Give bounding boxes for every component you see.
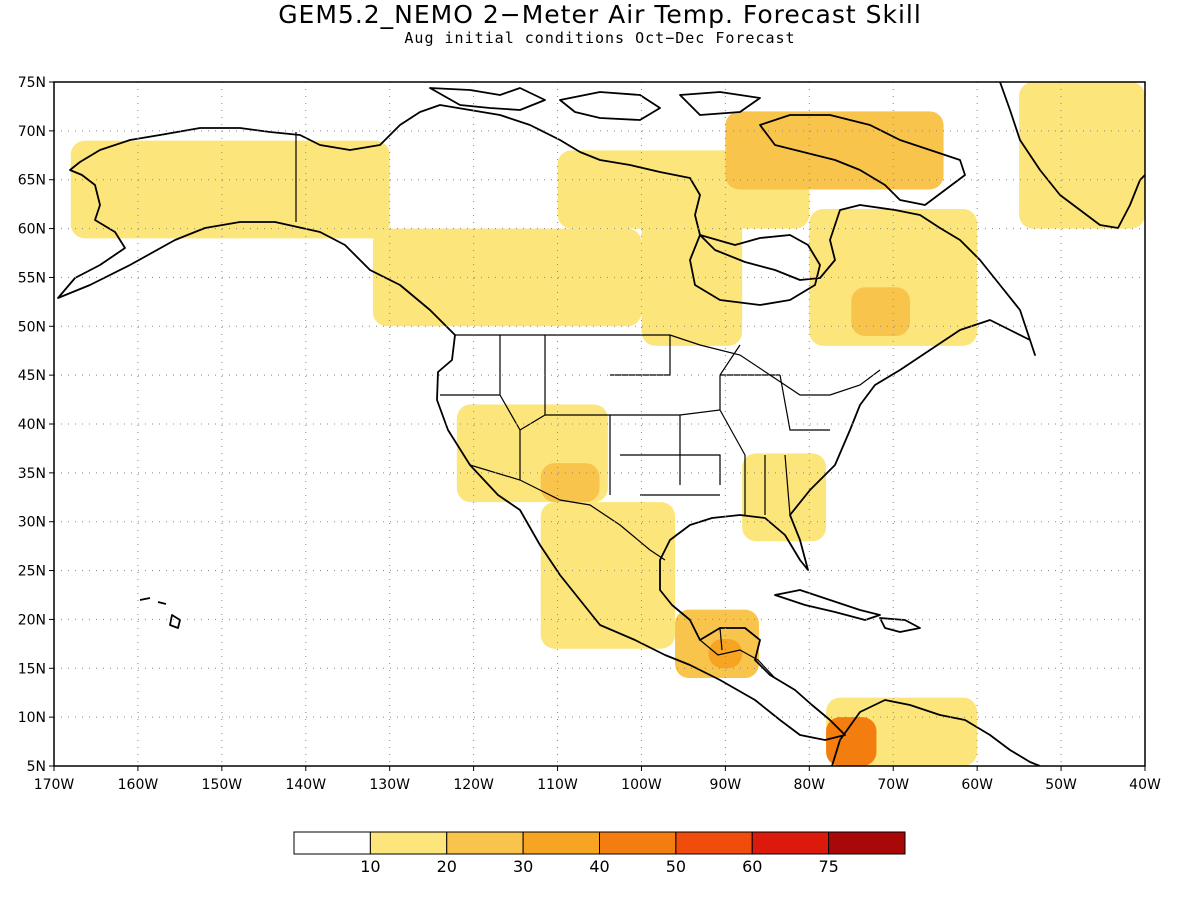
hudson-bay-coastline	[689, 234, 821, 306]
lon-tick-label: 160W	[118, 777, 159, 793]
skill-region-arizona-new-mexico	[540, 463, 600, 503]
skill-region-baffin-island	[725, 111, 944, 190]
lat-tick-label: 5N	[27, 759, 46, 775]
lon-tick-label: 100W	[621, 777, 662, 793]
colorbar-swatch	[828, 831, 906, 855]
lat-tick-label: 30N	[18, 515, 46, 531]
lon-tick-label: 50W	[1045, 777, 1077, 793]
baffin-island-coastline	[759, 114, 966, 206]
central-america-borders	[699, 627, 776, 679]
map-title: GEM5.2_NEMO 2−Meter Air Temp. Forecast S…	[278, 0, 922, 29]
lat-tick-label: 60N	[18, 222, 46, 238]
lat-tick-label: 10N	[18, 710, 46, 726]
colorbar-swatch	[599, 831, 677, 855]
colorbar-swatch	[751, 831, 830, 855]
skill-region-western-canada	[372, 228, 642, 327]
lat-tick-label: 70N	[18, 124, 46, 140]
lon-tick-label: 80W	[793, 777, 825, 793]
colorbar-swatch	[369, 831, 448, 855]
colorbar-label: 30	[513, 857, 533, 876]
colorbar-label: 75	[818, 857, 838, 876]
us-state-lines	[440, 335, 830, 516]
colorbar-label: 40	[589, 857, 609, 876]
skill-region-southeast-us	[742, 453, 827, 542]
south-america-coastline	[831, 699, 1041, 766]
colorbar-label: 50	[666, 857, 686, 876]
arctic-islands	[429, 87, 761, 121]
colorbar-label: 60	[742, 857, 762, 876]
lon-tick-label: 40W	[1129, 777, 1161, 793]
lon-tick-label: 170W	[34, 777, 75, 793]
lat-tick-label: 55N	[18, 270, 46, 286]
colorbar-swatch	[675, 831, 753, 855]
hawaii-islands	[139, 597, 181, 629]
cuba-coastline	[774, 589, 881, 621]
lat-tick-label: 20N	[18, 612, 46, 628]
lon-tick-label: 60W	[961, 777, 993, 793]
colorbar-label: 10	[360, 857, 380, 876]
lon-tick-label: 150W	[202, 777, 243, 793]
skill-region-quebec-core	[851, 287, 911, 337]
greenland-coastline	[999, 82, 1145, 229]
lon-tick-label: 110W	[537, 777, 578, 793]
lon-tick-label: 130W	[369, 777, 410, 793]
lat-tick-label: 75N	[18, 75, 46, 91]
skill-region-greenland-east	[1019, 82, 1145, 229]
lat-tick-label: 40N	[18, 417, 46, 433]
colorbar-swatch	[446, 831, 524, 855]
lat-tick-label: 35N	[18, 466, 46, 482]
lon-tick-label: 120W	[453, 777, 494, 793]
colorbar-swatch	[293, 831, 371, 855]
colorbar-label: 20	[437, 857, 457, 876]
lon-tick-label: 140W	[285, 777, 326, 793]
lat-tick-label: 15N	[18, 661, 46, 677]
colorbar-swatch	[522, 831, 600, 855]
map-subtitle: Aug initial conditions Oct−Dec Forecast	[404, 29, 796, 47]
hispaniola-coastline	[879, 617, 921, 633]
lon-tick-label: 70W	[877, 777, 909, 793]
skill-region-mexico	[540, 502, 676, 649]
skill-region-alaska-yukon	[70, 140, 390, 239]
lon-tick-label: 90W	[710, 777, 742, 793]
lat-tick-label: 45N	[18, 368, 46, 384]
north-america-coastline	[57, 104, 1036, 741]
lat-tick-label: 25N	[18, 564, 46, 580]
lat-tick-label: 50N	[18, 319, 46, 335]
lat-tick-label: 65N	[18, 173, 46, 189]
